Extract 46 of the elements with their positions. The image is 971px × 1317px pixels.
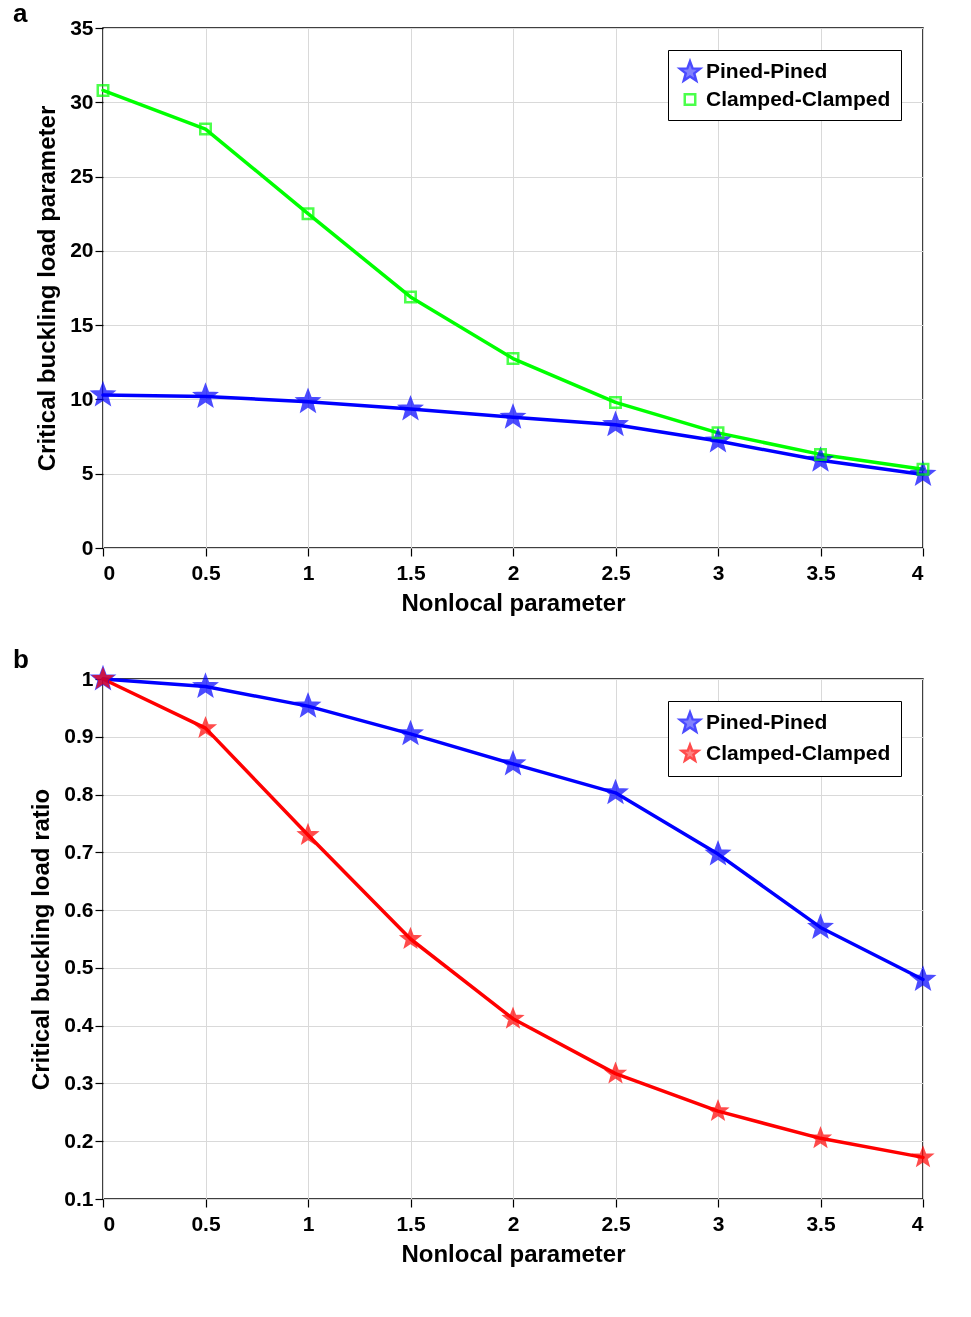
y-axis-title: Critical buckling load parameter <box>33 105 61 472</box>
x-tick-label: 3 <box>712 1211 725 1235</box>
x-tick-label: 0 <box>103 560 116 584</box>
x-tick-label: 3.5 <box>806 560 836 584</box>
x-axis-title: Nonlocal parameter <box>401 1239 626 1267</box>
y-tick-label: 10 <box>70 386 94 410</box>
legend-label: Clamped-Clamped <box>706 86 891 110</box>
legend-label: Pined-Pined <box>706 59 828 82</box>
x-tick-label: 0.5 <box>191 1211 221 1235</box>
x-tick-label: 3 <box>712 560 725 584</box>
x-tick-label: 1 <box>302 560 315 584</box>
y-tick-label: 0.8 <box>64 782 94 806</box>
x-tick-label: 2 <box>507 1211 520 1235</box>
x-tick-label: 1.5 <box>396 560 426 584</box>
y-tick-label: 0.2 <box>64 1128 94 1152</box>
y-tick-label: 20 <box>70 238 94 262</box>
y-tick-label: 0.4 <box>64 1013 94 1037</box>
y-tick-label: 0.6 <box>64 897 94 921</box>
y-tick-label: 0.3 <box>64 1070 94 1094</box>
y-tick-label: 0.1 <box>64 1186 94 1210</box>
y-tick-label: 0.9 <box>64 724 94 748</box>
y-tick-label: 30 <box>70 89 94 113</box>
chart-title: a <box>13 0 28 28</box>
x-tick-label: 4 <box>911 560 924 584</box>
x-tick-label: 2.5 <box>601 1211 631 1235</box>
y-tick-label: 0.7 <box>64 839 94 863</box>
y-tick-label: 0 <box>81 535 94 559</box>
x-tick-label: 1 <box>302 1211 315 1235</box>
x-axis-title: Nonlocal parameter <box>401 588 626 616</box>
y-tick-label: 15 <box>70 312 94 336</box>
x-tick-label: 0 <box>103 1211 116 1235</box>
y-tick-label: 0.5 <box>64 955 94 979</box>
x-tick-label: 3.5 <box>806 1211 836 1235</box>
chart-title: b <box>13 644 29 675</box>
y-tick-label: 35 <box>70 15 94 39</box>
legend-label: Pined-Pined <box>706 710 828 733</box>
y-axis-title: Critical buckling load ratio <box>27 788 55 1091</box>
y-tick-label: 5 <box>81 461 94 485</box>
y-tick-label: 1 <box>81 666 94 690</box>
x-tick-label: 1.5 <box>396 1211 426 1235</box>
y-tick-label: 25 <box>70 164 94 188</box>
x-tick-label: 0.5 <box>191 560 221 584</box>
x-tick-label: 2.5 <box>601 560 631 584</box>
x-tick-label: 4 <box>911 1211 924 1235</box>
legend-label: Clamped-Clamped <box>706 740 891 764</box>
x-tick-label: 2 <box>507 560 520 584</box>
